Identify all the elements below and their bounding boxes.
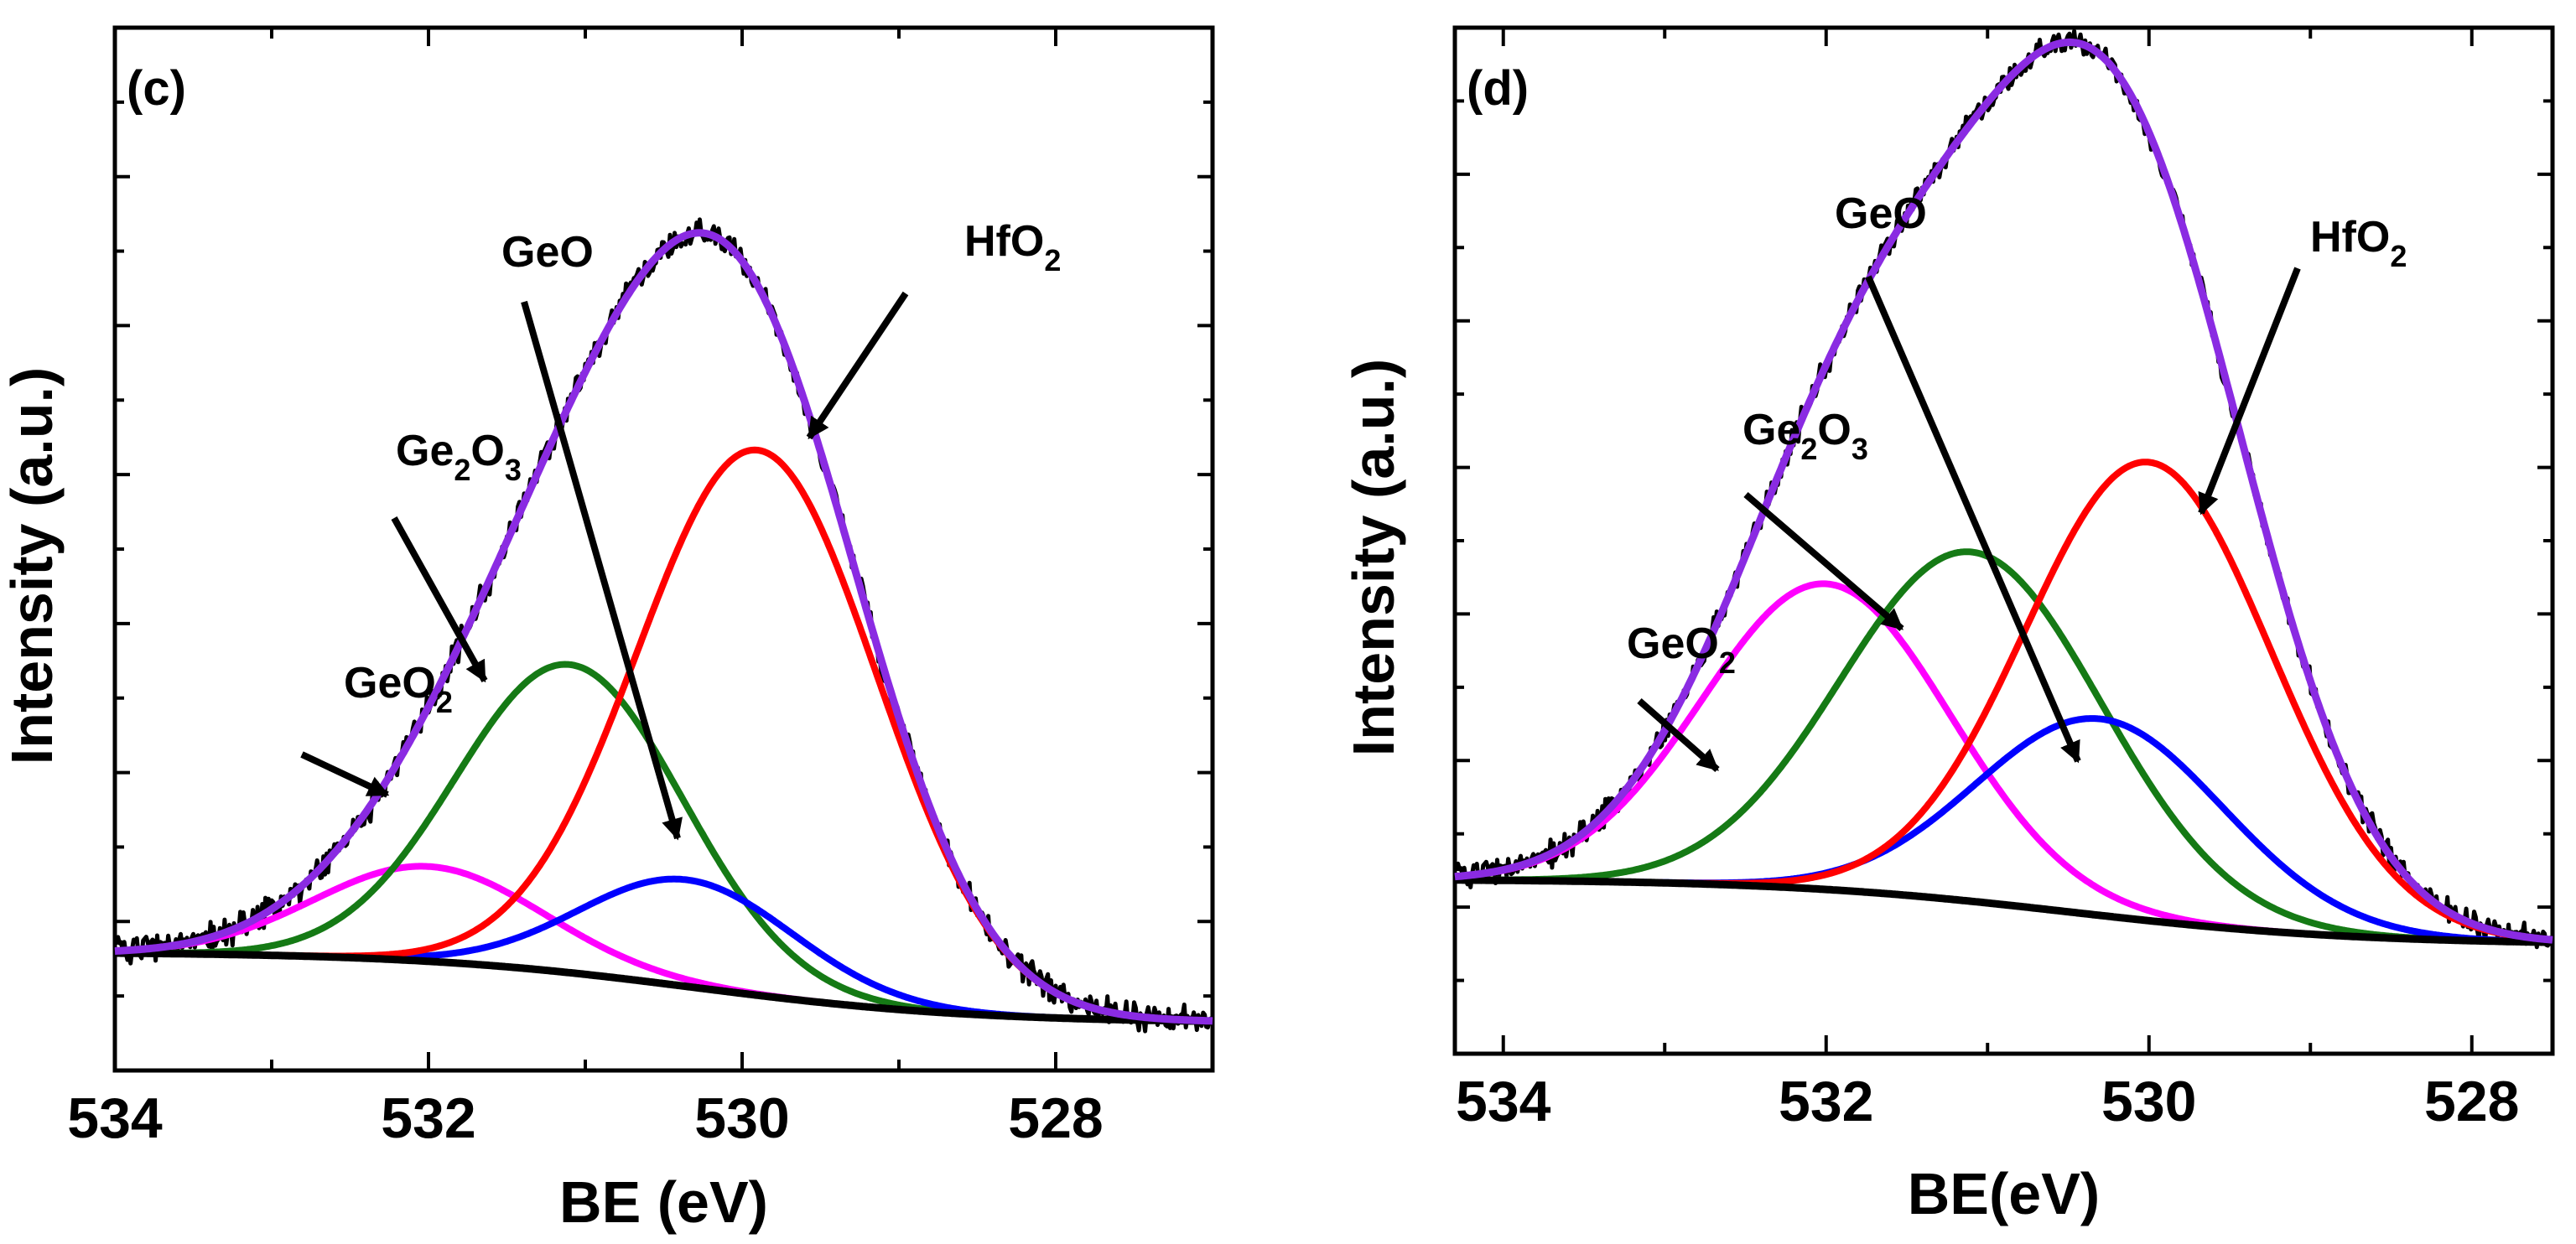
x-tick-label: 532: [381, 1086, 475, 1150]
x-tick-label: 528: [1008, 1086, 1103, 1150]
annotation-arrow: [1865, 275, 2081, 764]
annotation-arrow: [1743, 491, 1904, 632]
panel-c: 534 532 530 528 BE (eV) Intensity (a.u.) (c) Ge…: [0, 25, 1215, 1235]
peak-label-geo2: GeO2: [344, 659, 453, 719]
annotation-arrow: [391, 516, 488, 683]
component-hfo2: [1455, 459, 2553, 944]
x-tick-label: 534: [1456, 1070, 1551, 1133]
plot-frame: [1452, 25, 2555, 1056]
fit-envelope: [1454, 38, 2553, 944]
peak-label-geo: GeO: [501, 228, 594, 277]
annotation-arrow: [2198, 267, 2301, 516]
panel-label: (c): [127, 61, 186, 116]
component-hfo2: [115, 446, 1213, 1024]
component-ge2o3: [115, 661, 1213, 1025]
raw-data-trace: [114, 217, 1215, 1034]
fit-envelope: [114, 229, 1213, 1025]
x-tick-label: 530: [694, 1086, 789, 1150]
peak-label-hfo2: HfO2: [2310, 213, 2407, 273]
peak-label-ge2o3: Ge2O3: [396, 427, 522, 487]
y-axis-title: Intensity (a.u.): [0, 367, 65, 765]
peak-label-ge2o3: Ge2O3: [1742, 406, 1868, 466]
panel-label: (d): [1467, 61, 1529, 116]
background-curve: [1455, 876, 2553, 946]
peak-label-geo: GeO: [1835, 189, 1927, 238]
x-tick-label: 534: [67, 1086, 163, 1150]
annotation-arrow: [1637, 697, 1720, 773]
x-tick-label: 532: [1779, 1070, 1873, 1133]
annotation-arrow: [806, 291, 909, 440]
peak-label-hfo2: HfO2: [964, 217, 1061, 277]
background-curve: [115, 949, 1213, 1025]
annotation-arrow: [300, 751, 390, 798]
x-tick-label: 528: [2424, 1070, 2519, 1133]
peak-label-geo2: GeO2: [1627, 619, 1736, 680]
panel-d: 534 532 530 528 BE(eV) Intensity (a.u.) (d) GeO…: [1341, 25, 2555, 1226]
y-axis-title: Intensity (a.u.): [1341, 359, 1406, 756]
component-geo: [1455, 715, 2553, 946]
annotation-arrow: [521, 300, 683, 841]
x-axis-title: BE (eV): [559, 1169, 768, 1235]
x-tick-label: 530: [2101, 1070, 2196, 1133]
x-axis-title: BE(eV): [1908, 1161, 2100, 1226]
